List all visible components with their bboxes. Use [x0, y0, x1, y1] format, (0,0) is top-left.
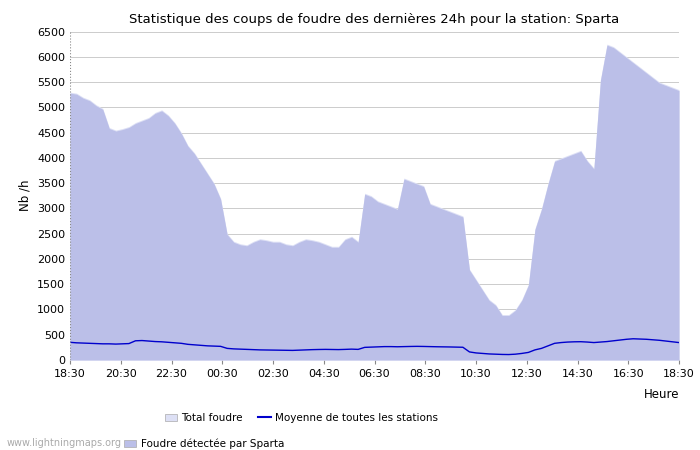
Text: www.lightningmaps.org: www.lightningmaps.org — [7, 438, 122, 448]
Text: Heure: Heure — [643, 388, 679, 401]
Title: Statistique des coups de foudre des dernières 24h pour la station: Sparta: Statistique des coups de foudre des dern… — [130, 13, 620, 26]
Legend: Foudre détectée par Sparta: Foudre détectée par Sparta — [120, 435, 288, 450]
Y-axis label: Nb /h: Nb /h — [18, 180, 32, 211]
